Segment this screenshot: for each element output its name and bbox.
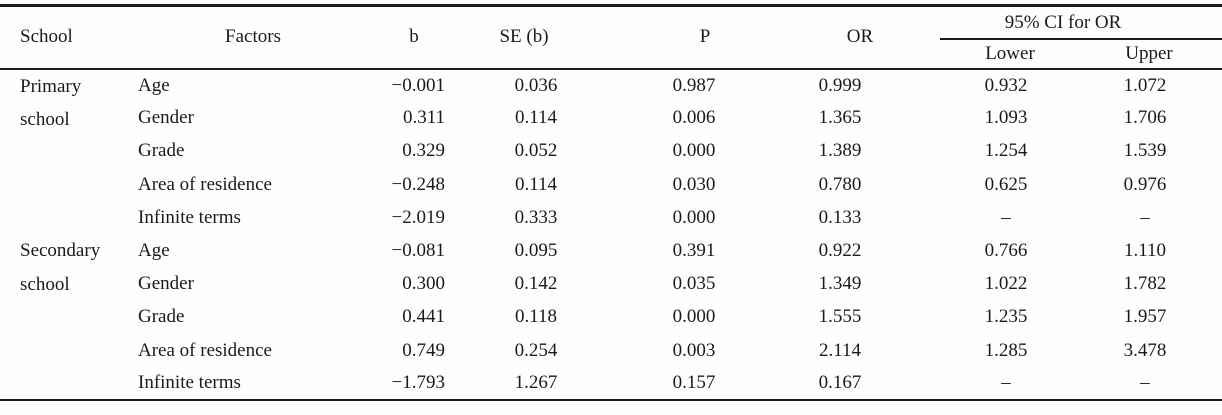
header-p: P [699, 26, 711, 48]
cell-ci-upper: 0.976 [1123, 173, 1167, 195]
cell-or: 0.133 [818, 206, 862, 228]
logistic-regression-table: School Factors b SE (b) P OR 95% CI for … [0, 4, 1222, 402]
cell-ci-lower: 1.235 [984, 306, 1028, 328]
group-label-primary-school: Primary school [20, 75, 82, 130]
cell-se: 0.036 [514, 74, 558, 96]
cell-factor: Area of residence [138, 173, 272, 195]
cell-se: 0.118 [514, 306, 558, 328]
cell-ci-upper: – [1140, 206, 1150, 228]
cell-se: 0.095 [514, 240, 558, 262]
cell-factor: Grade [138, 306, 185, 328]
cell-b: −0.001 [391, 74, 445, 96]
cell-factor: Infinite terms [138, 206, 241, 228]
cell-p: 0.000 [672, 140, 716, 162]
header-ci-lower: Lower [985, 42, 1035, 64]
cell-p: 0.006 [672, 107, 716, 129]
table-row: Area of residence −0.248 0.114 0.030 0.7… [0, 168, 1222, 201]
header-row-sub: Lower Upper [0, 40, 1222, 69]
table-row: Primary school Age −0.001 0.036 0.987 0.… [0, 69, 1222, 130]
cell-p: 0.000 [672, 206, 716, 228]
cell-factor: Grade [138, 140, 185, 162]
cell-se: 1.267 [514, 372, 558, 394]
header-se-b: SE (b) [499, 26, 549, 48]
cell-ci-lower: 1.285 [984, 339, 1028, 361]
cell-or: 0.780 [818, 173, 862, 195]
cell-ci-lower: 1.093 [984, 107, 1028, 129]
cell-ci-upper: 1.957 [1123, 306, 1167, 328]
cell-ci-upper: 1.539 [1123, 140, 1167, 162]
table-body: Primary school Age −0.001 0.036 0.987 0.… [0, 69, 1222, 401]
group-label-secondary-school: Secondary school [20, 240, 101, 295]
cell-b: 0.300 [402, 273, 445, 295]
cell-b: 0.329 [402, 140, 445, 162]
cell-b: 0.311 [402, 107, 445, 129]
cell-or: 0.999 [818, 74, 862, 96]
cell-p: 0.157 [672, 372, 716, 394]
cell-b: 0.441 [402, 306, 445, 328]
cell-ci-lower: 1.254 [984, 140, 1028, 162]
header-factors: Factors [225, 26, 281, 48]
table-row: Area of residence 0.749 0.254 0.003 2.11… [0, 334, 1222, 367]
cell-ci-lower: 1.022 [984, 273, 1028, 295]
header-row-top: School Factors b SE (b) P OR 95% CI for … [0, 5, 1222, 47]
cell-ci-lower: 0.766 [984, 240, 1028, 262]
table-row: Grade 0.329 0.052 0.000 1.389 1.254 1.53… [0, 135, 1222, 168]
cell-ci-lower: 0.932 [984, 74, 1028, 96]
cell-ci-upper: 1.110 [1123, 240, 1167, 262]
cell-p: 0.000 [672, 306, 716, 328]
cell-se: 0.142 [514, 273, 558, 295]
table-row: Gender 0.300 0.142 0.035 1.349 1.022 1.7… [0, 268, 1222, 301]
cell-se: 0.052 [514, 140, 558, 162]
cell-p: 0.987 [672, 74, 716, 96]
header-b: b [409, 26, 419, 48]
cell-p: 0.030 [672, 173, 716, 195]
table-row: Secondary school Age −0.081 0.095 0.391 … [0, 234, 1222, 295]
cell-or: 1.389 [818, 140, 862, 162]
cell-se: 0.114 [514, 173, 558, 195]
cell-ci-upper: 1.782 [1123, 273, 1167, 295]
cell-ci-upper: – [1140, 372, 1150, 394]
cell-ci-lower: – [1001, 206, 1011, 228]
table-header: School Factors b SE (b) P OR 95% CI for … [0, 5, 1222, 69]
cell-ci-lower: – [1001, 372, 1011, 394]
cell-p: 0.391 [672, 240, 716, 262]
cell-b: −0.081 [391, 240, 445, 262]
cell-se: 0.114 [514, 107, 558, 129]
header-school: School [20, 26, 73, 48]
cell-factor: Age [138, 74, 170, 96]
table-row: Infinite terms −1.793 1.267 0.157 0.167 … [0, 367, 1222, 400]
cell-b: −1.793 [391, 372, 445, 394]
cell-or: 2.114 [818, 339, 862, 361]
cell-se: 0.333 [514, 206, 558, 228]
cell-factor: Age [138, 240, 170, 262]
cell-or: 1.365 [818, 107, 862, 129]
table-row: Infinite terms −2.019 0.333 0.000 0.133 … [0, 201, 1222, 234]
cell-factor: Gender [138, 107, 194, 129]
cell-p: 0.035 [672, 273, 716, 295]
cell-factor: Infinite terms [138, 372, 241, 394]
cell-ci-upper: 1.706 [1123, 107, 1167, 129]
table-row: Gender 0.311 0.114 0.006 1.365 1.093 1.7… [0, 102, 1222, 135]
cell-or: 1.555 [818, 306, 862, 328]
cell-or: 0.167 [818, 372, 862, 394]
cell-or: 0.922 [818, 240, 862, 262]
table-row: Grade 0.441 0.118 0.000 1.555 1.235 1.95… [0, 301, 1222, 334]
cell-ci-upper: 3.478 [1123, 339, 1167, 361]
header-ci-group: 95% CI for OR [923, 5, 1222, 40]
cell-se: 0.254 [514, 339, 558, 361]
header-ci-upper: Upper [1125, 42, 1173, 64]
cell-b: 0.749 [402, 339, 445, 361]
cell-factor: Gender [138, 273, 194, 295]
cell-b: −0.248 [391, 173, 445, 195]
cell-or: 1.349 [818, 273, 862, 295]
cell-ci-lower: 0.625 [984, 173, 1028, 195]
cell-b: −2.019 [391, 206, 445, 228]
header-or: OR [846, 26, 874, 48]
cell-ci-upper: 1.072 [1123, 74, 1167, 96]
cell-p: 0.003 [672, 339, 716, 361]
cell-factor: Area of residence [138, 339, 272, 361]
